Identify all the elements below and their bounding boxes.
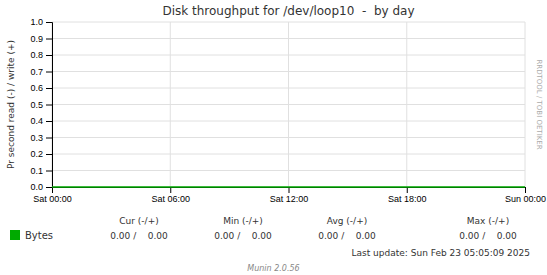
stat-value: 0.00 / 0.00	[318, 231, 376, 241]
stat-value: 0.00 / 0.00	[459, 231, 517, 241]
grid	[52, 22, 525, 187]
x-axis: Sat 00:00 Sat 06:00 Sat 12:00 Sat 18:00 Sun …	[33, 187, 546, 204]
stat-header: Cur (-/+)	[119, 216, 158, 226]
legend: Bytes	[10, 230, 53, 241]
stats: Cur (-/+) Min (-/+) Avg (-/+) Max (-/+) 0.00…	[110, 216, 530, 274]
last-update: Last update: Sun Feb 23 05:05:09 2025	[352, 248, 531, 258]
x-tick-mark	[525, 187, 526, 193]
marks	[52, 187, 525, 188]
y-tick-label: 0.1	[30, 166, 43, 176]
y-tick-label: 1.0	[30, 17, 43, 27]
y-axis-title: Pr second read (-) / write (+)	[6, 40, 16, 169]
x-tick-mark	[289, 187, 290, 193]
x-tick: Sat 18:00	[388, 187, 427, 204]
y-tick-mark	[46, 22, 52, 23]
y-tick: 0.7	[30, 67, 52, 77]
y-tick-label: 0.3	[30, 133, 43, 143]
y-tick: 0.9	[30, 34, 52, 44]
y-tick: 0.2	[30, 149, 52, 159]
stat-value: 0.00 / 0.00	[214, 231, 272, 241]
x-axis-line	[53, 188, 526, 194]
y-tick-mark	[46, 138, 52, 139]
stat-header: Max (-/+)	[467, 216, 509, 226]
x-tick-label: Sat 12:00	[270, 194, 309, 204]
y-tick-label: 0.9	[30, 34, 43, 44]
y-axis: 0.0 0.1 0.2 0.3 0.4 0.5 0.6 0.7 0.8 0.9 1.0	[30, 17, 52, 192]
y-tick-label: 0.7	[30, 67, 43, 77]
x-tick: Sat 12:00	[270, 187, 309, 204]
y-tick: 0.4	[30, 116, 52, 126]
x-tick: Sat 06:00	[151, 187, 190, 204]
x-tick-mark	[52, 187, 53, 193]
y-tick-mark	[46, 55, 52, 56]
y-tick-label: 0.4	[30, 116, 43, 126]
stat-header: Min (-/+)	[223, 216, 263, 226]
y-tick-mark	[46, 39, 52, 40]
y-tick-label: 0.5	[30, 100, 43, 110]
y-tick-mark	[46, 171, 52, 172]
y-tick: 1.0	[30, 17, 52, 27]
x-tick: Sun 00:00	[505, 187, 546, 204]
grid-line-x	[406, 22, 407, 187]
y-tick-mark	[46, 154, 52, 155]
plot: 0.0 0.1 0.2 0.3 0.4 0.5 0.6 0.7 0.8 0.9 1.0 Sat 00:…	[30, 17, 546, 204]
grid-line-x	[170, 22, 171, 187]
y-tick: 0.3	[30, 133, 52, 143]
y-tick-label: 0.8	[30, 50, 43, 60]
chart: 0.0 0.1 0.2 0.3 0.4 0.5 0.6 0.7 0.8 0.9 1.0 Sat 00:…	[0, 0, 547, 275]
x-tick-mark	[407, 187, 408, 193]
y-axis-line	[46, 23, 53, 188]
x-tick-label: Sat 18:00	[388, 194, 427, 204]
y-tick-label: 0.6	[30, 83, 43, 93]
x-tick-label: Sat 00:00	[33, 194, 72, 204]
legend-swatch	[10, 230, 20, 240]
footer: Munin 2.0.56	[247, 264, 299, 273]
y-tick-label: 0.0	[30, 182, 43, 192]
x-tick-label: Sat 06:00	[151, 194, 190, 204]
grid-line-x	[525, 22, 526, 187]
y-tick-mark	[46, 88, 52, 89]
y-tick-label: 0.2	[30, 149, 43, 159]
y-tick-mark	[46, 187, 52, 188]
y-tick: 0.6	[30, 83, 52, 93]
grid-line-y	[52, 187, 525, 188]
x-tick: Sat 00:00	[33, 187, 72, 204]
series-line	[52, 186, 525, 188]
x-tick-mark	[170, 187, 171, 193]
y-tick: 0.8	[30, 50, 52, 60]
y-tick: 0.0	[30, 182, 52, 192]
y-tick: 0.1	[30, 166, 52, 176]
y-tick-mark	[46, 72, 52, 73]
y-tick: 0.5	[30, 100, 52, 110]
x-tick-label: Sun 00:00	[505, 194, 546, 204]
stat-header: Avg (-/+)	[327, 216, 367, 226]
legend-label: Bytes	[25, 230, 53, 241]
stat-value: 0.00 / 0.00	[110, 231, 168, 241]
grid-line-x	[288, 22, 289, 187]
y-tick-mark	[46, 121, 52, 122]
watermark: RRDTOOL / TOBI OETIKER	[535, 59, 543, 149]
title: Disk throughput for /dev/loop10 - by day	[162, 4, 414, 18]
y-tick-mark	[46, 105, 52, 106]
